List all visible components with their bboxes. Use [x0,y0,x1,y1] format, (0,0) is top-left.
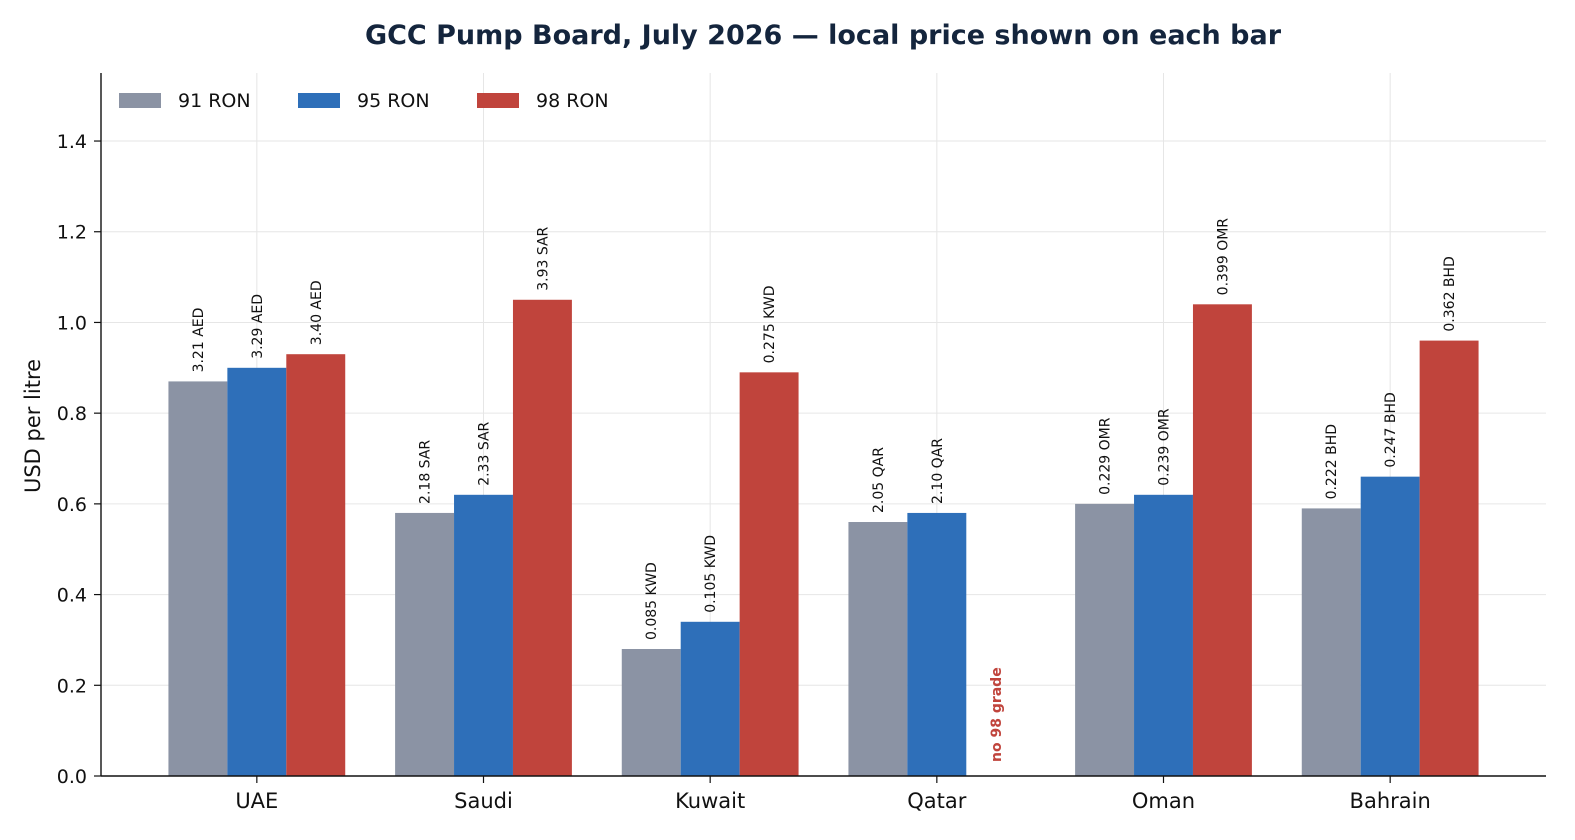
bar-value-label: 3.21 AED [191,308,207,373]
bar [621,649,681,776]
bar [1360,476,1420,776]
axes-layer: 0.0 0.2 0.4 0.6 0.8 1.0 1.2 1.4 UAE Saudi Kuwait Qa… [57,73,1546,813]
bar-value-label: 3.93 SAR [535,226,551,290]
bar [227,367,287,776]
bars-layer [168,299,1479,776]
bar-value-label: 0.275 KWD [762,285,778,363]
legend-swatch [119,93,161,108]
bar [680,621,740,776]
bar [395,512,455,776]
bar-value-label: 2.18 SAR [418,440,434,504]
bar-value-label: 3.29 AED [250,294,266,359]
x-tick-label: Bahrain [1350,789,1431,813]
bar [1134,494,1193,776]
bar-labels-layer: 3.21 AED 2.18 SAR 0.085 KWD 2.05 QAR 0.229 O… [191,218,1458,762]
x-tick-label: UAE [235,789,278,813]
legend: 91 RON 95 RON 98 RON [119,90,609,112]
bar-value-label: 2.33 SAR [477,421,493,485]
legend-entry: 98 RON [536,90,609,112]
bar-value-label: 0.362 BHD [1442,256,1458,331]
legend-entry: 95 RON [357,90,430,112]
bar [1301,508,1361,776]
y-tick-label: 0.6 [57,494,87,516]
bar-value-label: 0.247 BHD [1383,392,1399,467]
bar [512,299,572,776]
y-tick-label: 1.0 [57,312,87,334]
bar-value-label: 0.085 KWD [644,562,660,640]
missing-grade-note: no 98 grade [989,667,1005,762]
bar-value-label: 2.10 QAR [930,438,946,504]
legend-swatch [477,93,519,108]
bar-value-label: 0.229 OMR [1098,417,1114,495]
bar [1075,503,1135,776]
bar [286,354,346,776]
bar [454,494,513,776]
y-tick-label: 1.2 [57,222,87,244]
y-tick-label: 0.4 [57,585,87,607]
bar [168,381,228,776]
x-tick-label: Kuwait [675,789,745,813]
y-axis-label: USD per litre [21,359,45,493]
y-tick-label: 0.0 [57,766,87,788]
legend-entry: 91 RON [178,90,251,112]
bar [1192,304,1252,776]
y-tick-label: 0.2 [57,675,87,697]
bar [1419,340,1479,776]
chart-title: GCC Pump Board, July 2026 — local price … [365,20,1282,51]
y-tick-label: 1.4 [57,131,87,153]
legend-swatch [298,93,340,108]
bar-value-label: 0.222 BHD [1324,424,1340,499]
x-tick-label: Saudi [454,789,513,813]
bar-value-label: 2.05 QAR [871,447,887,513]
bar-value-label: 0.399 OMR [1215,218,1231,296]
x-tick-label: Qatar [907,789,967,813]
bar [848,522,908,776]
bar-value-label: 3.40 AED [309,280,325,345]
x-tick-label: Oman [1132,789,1195,813]
bar-value-label: 0.239 OMR [1157,408,1173,486]
bar [907,512,967,776]
y-tick-label: 0.8 [57,403,87,425]
bar [739,372,799,776]
bar-value-label: 0.105 KWD [703,535,719,613]
